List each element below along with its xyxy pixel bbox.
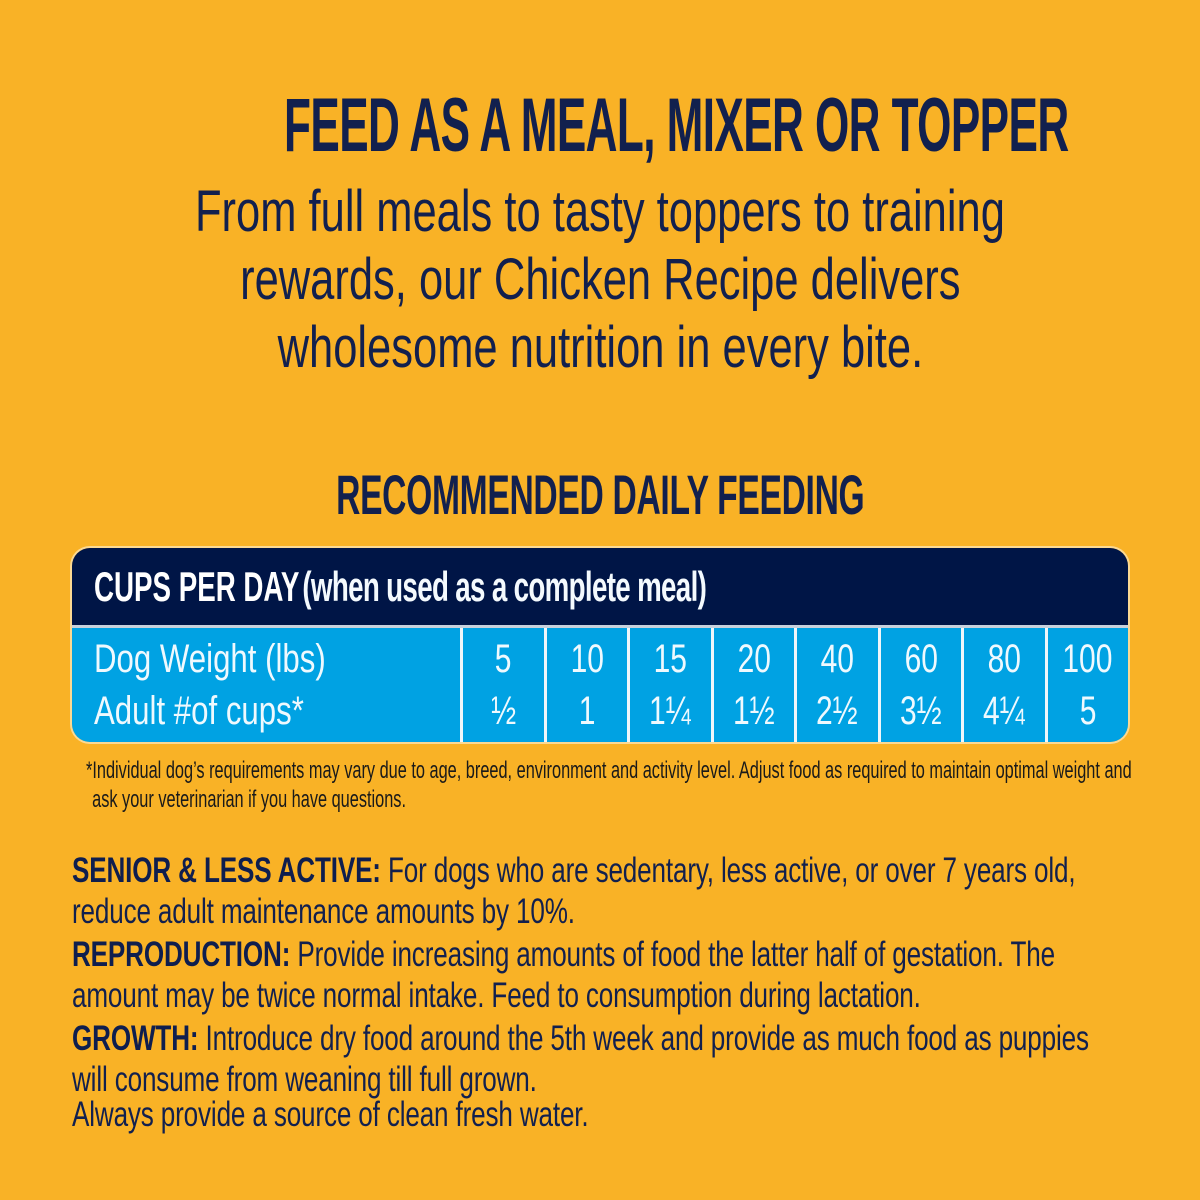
- cups-value: 1½: [732, 689, 775, 733]
- table-column-2: 10 1: [543, 628, 628, 742]
- intro-line: wholesome nutrition in every bite.: [277, 315, 923, 380]
- table-title: CUPS PER DAY: [94, 562, 300, 610]
- table-title-note: (when used as a complete meal): [302, 562, 707, 610]
- table-column-4: 20 1½: [710, 628, 795, 742]
- weight-value: 5: [494, 637, 512, 681]
- table-column-5: 40 2½: [794, 628, 878, 742]
- guideline-growth-label: GROWTH:: [72, 1019, 199, 1058]
- guideline-senior: SENIOR & LESS ACTIVE: For dogs who are s…: [72, 850, 1128, 932]
- feeding-table: CUPS PER DAY (when used as a complete me…: [72, 548, 1128, 742]
- weight-value: 100: [1062, 637, 1113, 681]
- feeding-table-header: CUPS PER DAY (when used as a complete me…: [72, 548, 1128, 628]
- cups-value: 2½: [816, 689, 859, 733]
- table-footnote: *Individual dog’s requirements may vary …: [86, 757, 1132, 813]
- page-title: FEED AS A MEAL, MIXER OR TOPPER: [284, 83, 1069, 168]
- table-column-8: 100 5: [1044, 628, 1129, 742]
- weight-value: 15: [653, 637, 687, 681]
- weight-value: 60: [904, 637, 938, 681]
- intro-line: From full meals to tasty toppers to trai…: [195, 179, 1005, 244]
- cups-value: 5: [1079, 689, 1097, 733]
- cups-value: 1: [578, 689, 596, 733]
- water-note: Always provide a source of clean fresh w…: [72, 1095, 589, 1134]
- weight-value: 10: [570, 637, 604, 681]
- guideline-reproduction-label: REPRODUCTION:: [72, 935, 291, 974]
- feeding-table-body: Dog Weight (lbs) Adult #of cups* 5 ½ 10 …: [72, 628, 1128, 742]
- row-label-cups: Adult #of cups*: [94, 689, 304, 733]
- table-column-3: 15 1¼: [627, 628, 711, 742]
- table-column-6: 60 3½: [877, 628, 962, 742]
- weight-value: 80: [987, 637, 1021, 681]
- guideline-reproduction: REPRODUCTION: Provide increasing amounts…: [72, 934, 1128, 1016]
- guideline-growth-text: Introduce dry food around the 5th week a…: [72, 1019, 1089, 1099]
- intro-line: rewards, our Chicken Recipe delivers: [239, 247, 961, 312]
- guideline-growth: GROWTH: Introduce dry food around the 5t…: [72, 1018, 1128, 1100]
- cups-value: 1¼: [649, 689, 692, 733]
- cups-value: 3½: [899, 689, 942, 733]
- cups-value: ½: [490, 689, 516, 733]
- guideline-senior-text: For dogs who are sedentary, less active,…: [72, 851, 1076, 931]
- intro-text: From full meals to tasty toppers to trai…: [0, 178, 1200, 382]
- guideline-senior-label: SENIOR & LESS ACTIVE:: [72, 851, 381, 890]
- table-column-1: 5 ½: [460, 628, 544, 742]
- weight-value: 40: [820, 637, 854, 681]
- row-label-weight: Dog Weight (lbs): [94, 637, 326, 681]
- table-column-7: 80 4¼: [961, 628, 1045, 742]
- row-labels-column: Dog Weight (lbs) Adult #of cups*: [72, 628, 460, 742]
- guideline-reproduction-text: Provide increasing amounts of food the l…: [72, 935, 1055, 1015]
- section-heading: RECOMMENDED DAILY FEEDING: [335, 463, 865, 526]
- cups-value: 4¼: [983, 689, 1026, 733]
- weight-value: 20: [737, 637, 771, 681]
